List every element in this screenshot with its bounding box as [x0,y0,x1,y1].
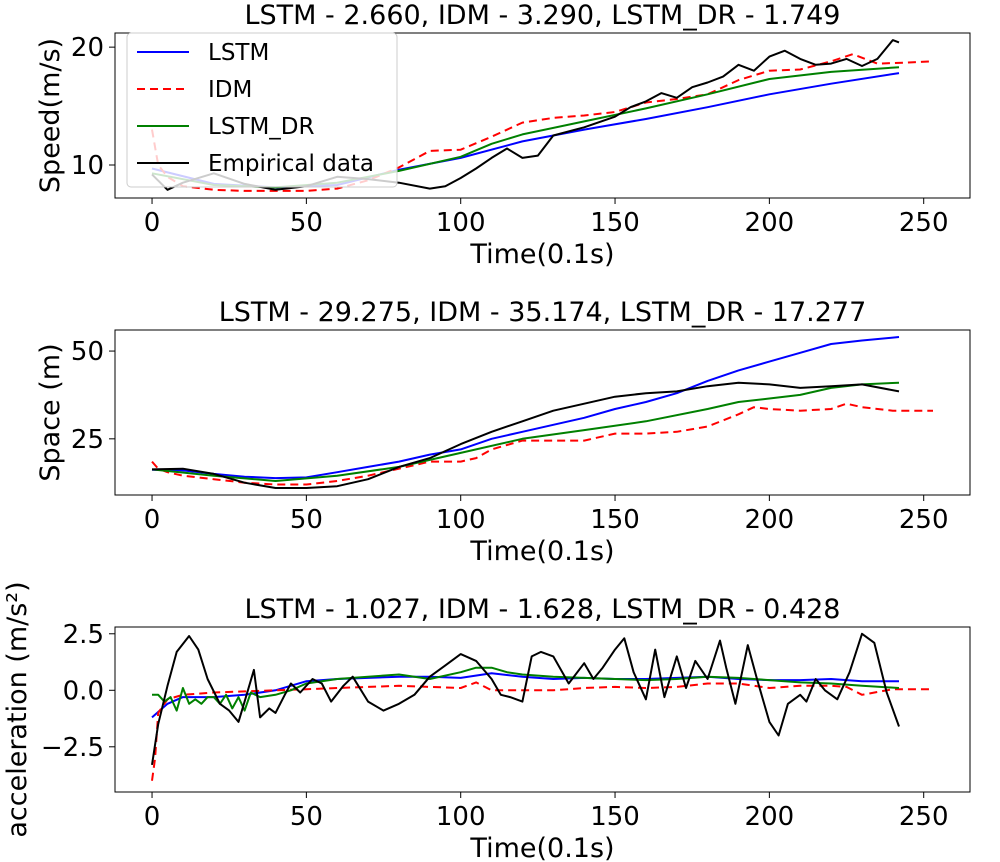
panel-title: LSTM - 29.275, IDM - 35.174, LSTM_DR - 1… [219,297,867,328]
x-tick-label: 200 [745,208,795,238]
x-tick-label: 150 [590,505,640,535]
panel-title: LSTM - 2.660, IDM - 3.290, LSTM_DR - 1.7… [245,0,841,31]
x-tick-label: 0 [144,505,161,535]
space-panel: 0 50 100 150 200 250 25 50 LSTM - 29.275, IDM - … [35,297,971,567]
y-tick-label: 2.5 [63,620,104,650]
speed-panel: 0 50 100 150 200 250 10 20 LSTM - 2.660, IDM - 3… [35,0,971,270]
y-axis-label: Space (m) [35,343,66,481]
y-tick-label: 50 [71,337,104,367]
legend: LSTM IDM LSTM_DR Empirical data [126,32,398,188]
series-line-idm [151,402,933,486]
x-tick-label: 0 [144,802,161,832]
panel-title: LSTM - 1.027, IDM - 1.628, LSTM_DR - 0.4… [245,594,841,625]
legend-label-empirical-data: Empirical data [208,151,374,177]
y-tick-label: 10 [71,151,104,181]
x-axis-label: Time(0.1s) [469,536,614,567]
legend-label-lstm-dr: LSTM_DR [208,114,315,140]
series-line-lstm-dr [151,381,900,482]
x-tick-label: 250 [899,802,949,832]
x-tick-label: 100 [436,505,486,535]
y-tick-label: 0.0 [63,676,104,706]
acceleration-panel: 0 50 100 150 200 250 2.5 0.0 −2.5 LSTM - 1.027, I… [2,581,971,862]
x-tick-label: 200 [745,802,795,832]
series-line-idm [151,681,933,781]
plot-frame [114,329,971,496]
y-axis-label: Speed(m/s) [35,38,66,193]
plot-frame [114,626,971,793]
series-line-lstm [151,672,899,719]
x-tick-label: 150 [590,802,640,832]
x-tick-label: 0 [144,208,161,238]
y-tick-label: 25 [71,425,104,455]
legend-label-idm: IDM [208,77,252,103]
x-tick-label: 250 [899,208,949,238]
y-tick-label: 20 [71,33,104,63]
x-tick-label: 50 [290,505,323,535]
x-axis-label: Time(0.1s) [469,239,614,270]
x-axis-label: Time(0.1s) [469,833,614,862]
x-tick-label: 150 [590,208,640,238]
x-tick-label: 50 [290,208,323,238]
x-tick-label: 100 [436,208,486,238]
series-line-empirical-data [151,381,900,489]
y-tick-label: −2.5 [41,733,104,763]
series-line-lstm [151,336,900,480]
series-line-empirical-data [151,632,900,766]
x-tick-label: 50 [290,802,323,832]
y-axis-label: acceleration (m/s²) [2,581,33,837]
x-tick-label: 250 [899,505,949,535]
series-line-lstm-dr [152,666,900,712]
legend-label-lstm: LSTM [208,40,269,66]
series-line-idm [151,53,934,192]
x-tick-label: 200 [745,505,795,535]
x-tick-label: 100 [436,802,486,832]
plot-frame [114,32,971,199]
